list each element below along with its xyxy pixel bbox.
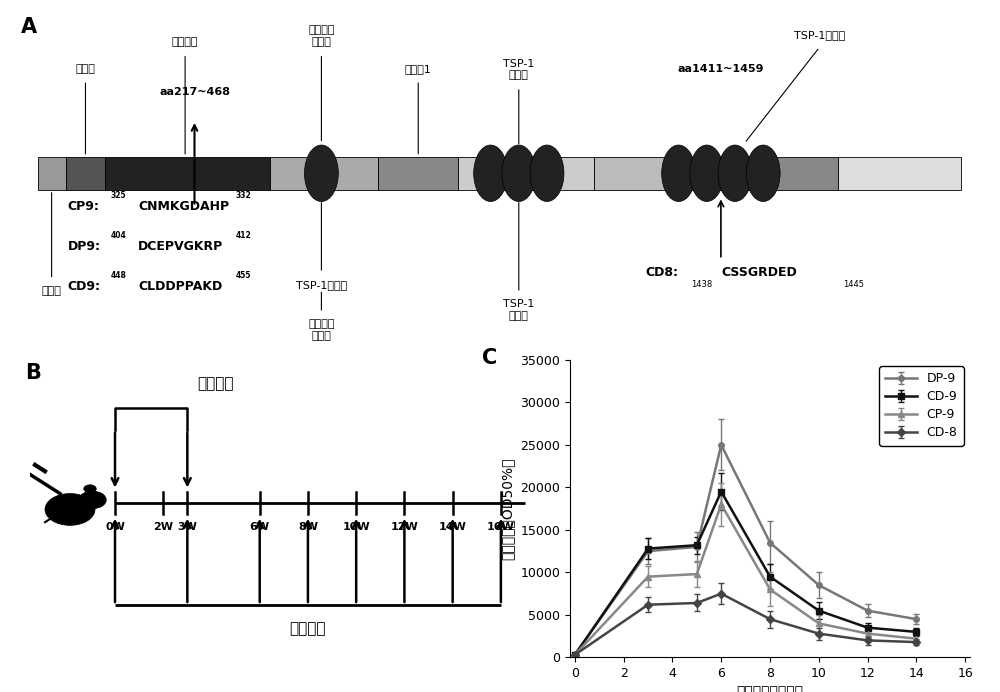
- Text: 404: 404: [111, 230, 127, 239]
- Text: CD9:: CD9:: [68, 280, 101, 293]
- Bar: [594, 156, 759, 190]
- Text: TSP-1样基序: TSP-1样基序: [794, 30, 845, 40]
- Text: 14W: 14W: [439, 522, 467, 532]
- Ellipse shape: [718, 145, 752, 201]
- Ellipse shape: [746, 145, 780, 201]
- Bar: [759, 156, 838, 190]
- Text: 16W: 16W: [487, 522, 515, 532]
- Bar: [458, 156, 594, 190]
- Text: 12W: 12W: [391, 522, 418, 532]
- Bar: [66, 156, 105, 190]
- Text: 富半胱氨
酸区域: 富半胱氨 酸区域: [308, 320, 335, 341]
- Text: 2W: 2W: [153, 522, 173, 532]
- Ellipse shape: [690, 145, 724, 201]
- Text: 信号肽: 信号肽: [42, 286, 62, 296]
- Text: 1445: 1445: [843, 280, 864, 289]
- Text: 皮下注射: 皮下注射: [197, 376, 233, 391]
- Text: B: B: [25, 363, 41, 383]
- Ellipse shape: [530, 145, 564, 201]
- Text: aa1411~1459: aa1411~1459: [678, 64, 764, 73]
- Text: 0W: 0W: [105, 522, 125, 532]
- Ellipse shape: [79, 491, 106, 509]
- Text: 滴度检测: 滴度检测: [290, 621, 326, 636]
- Text: 332: 332: [235, 191, 251, 200]
- Text: CSSGRDED: CSSGRDED: [721, 266, 797, 280]
- Text: CP9:: CP9:: [68, 200, 99, 213]
- Bar: [105, 156, 270, 190]
- Bar: [38, 156, 66, 190]
- Text: 10W: 10W: [342, 522, 370, 532]
- Text: 催化区域: 催化区域: [172, 37, 198, 47]
- Text: CLDDPPAKD: CLDDPPAKD: [138, 280, 222, 293]
- Ellipse shape: [502, 145, 536, 201]
- Text: TSP-1
样基序: TSP-1 样基序: [503, 300, 534, 321]
- Legend: DP-9, CD-9, CP-9, CD-8: DP-9, CD-9, CP-9, CD-8: [879, 366, 964, 446]
- Ellipse shape: [84, 485, 96, 493]
- Text: DCEPVGKRP: DCEPVGKRP: [138, 240, 223, 253]
- Text: 前区域: 前区域: [76, 64, 95, 73]
- Bar: [838, 156, 961, 190]
- Text: aa217~468: aa217~468: [159, 87, 230, 97]
- Ellipse shape: [304, 145, 338, 201]
- Text: 455: 455: [235, 271, 251, 280]
- Ellipse shape: [474, 145, 508, 201]
- Ellipse shape: [45, 493, 95, 525]
- Text: 3W: 3W: [177, 522, 197, 532]
- Text: 1438: 1438: [691, 280, 712, 289]
- Text: CNMKGDAHP: CNMKGDAHP: [138, 200, 229, 213]
- Text: CD8:: CD8:: [646, 266, 679, 280]
- Y-axis label: 抹体滴度（OD50%）: 抹体滴度（OD50%）: [501, 457, 515, 560]
- Bar: [378, 156, 458, 190]
- Text: 解整合素
样区域: 解整合素 样区域: [308, 26, 335, 47]
- Text: C: C: [482, 348, 497, 368]
- Text: TSP-1
样基序: TSP-1 样基序: [503, 59, 534, 80]
- Text: 6W: 6W: [250, 522, 270, 532]
- Text: 412: 412: [235, 230, 251, 239]
- X-axis label: 免疫后时间（周）: 免疫后时间（周）: [736, 686, 804, 692]
- Ellipse shape: [662, 145, 696, 201]
- Text: 325: 325: [111, 191, 126, 200]
- Bar: [270, 156, 378, 190]
- Text: 8W: 8W: [298, 522, 318, 532]
- Text: 间隔区1: 间隔区1: [405, 64, 432, 73]
- Text: DP9:: DP9:: [68, 240, 101, 253]
- Text: A: A: [21, 17, 37, 37]
- Text: TSP-1样基序: TSP-1样基序: [296, 280, 347, 289]
- Text: 448: 448: [111, 271, 127, 280]
